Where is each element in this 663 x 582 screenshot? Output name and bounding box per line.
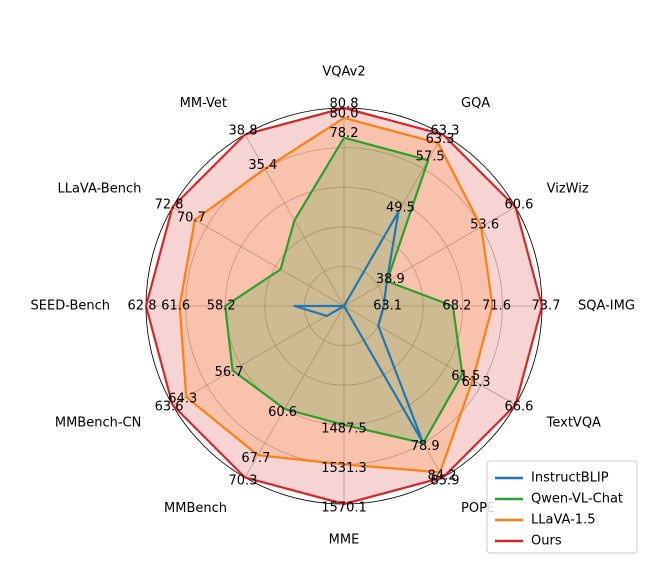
axis-label-llava-bench: LLaVA-Bench — [57, 182, 141, 197]
value-label-llava-1-5-llava-bench: 70.7 — [177, 210, 206, 225]
axis-label-mmbench: MMBench — [164, 501, 227, 516]
value-label-qwen-vl-chat-mmbench-cn: 56.7 — [215, 365, 244, 380]
value-label-ours-gqa: 63.3 — [431, 124, 460, 139]
value-label-ours-llava-bench: 72.8 — [155, 198, 184, 213]
value-label-qwen-vl-chat-vqav2: 78.2 — [330, 126, 359, 141]
value-label-llava-1-5-seed-bench: 61.6 — [161, 299, 190, 314]
value-label-ours-mme: 1570.1 — [321, 501, 367, 516]
legend-label-qwen-vl-chat: Qwen-VL-Chat — [531, 492, 623, 507]
value-label-ours-mmbench-cn: 63.6 — [155, 400, 184, 415]
value-label-instructblip-sqa-img: 63.1 — [373, 299, 402, 314]
legend-box — [486, 460, 638, 554]
value-label-instructblip-pope: 78.9 — [411, 439, 440, 454]
legend: InstructBLIP Qwen-VL-Chat LLaVA-1.5 Ours — [486, 460, 638, 554]
value-label-instructblip-gqa: 49.5 — [386, 201, 415, 216]
value-label-ours-mm-vet: 38.8 — [229, 124, 258, 139]
axis-label-vizwiz: VizWiz — [547, 182, 589, 197]
value-label-llava-1-5-pope: 84.2 — [428, 468, 457, 483]
value-label-llava-1-5-mme: 1531.3 — [321, 461, 367, 476]
value-label-ours-sqa-img: 73.7 — [532, 299, 561, 314]
legend-label-llava-1-5: LLaVA-1.5 — [531, 513, 596, 528]
spoke-llava-bench — [172, 206, 345, 307]
series-fill-llava-1-5 — [179, 117, 493, 473]
axis-label-mme: MME — [329, 533, 360, 548]
legend-label-instructblip: InstructBLIP — [531, 471, 609, 486]
spoke-textvqa — [343, 305, 516, 406]
value-label-qwen-vl-chat-gqa: 57.5 — [416, 149, 445, 164]
value-label-qwen-vl-chat-vizwiz: 38.9 — [376, 272, 405, 287]
value-label-llava-1-5-mmbench: 67.7 — [241, 451, 270, 466]
spoke-mmbench-cn — [172, 305, 345, 406]
value-label-qwen-vl-chat-mmbench: 60.6 — [268, 405, 297, 420]
value-label-ours-mmbench: 70.3 — [229, 473, 258, 488]
value-label-llava-1-5-mmbench-cn: 64.3 — [168, 392, 197, 407]
value-label-llava-1-5-vizwiz: 53.6 — [470, 217, 499, 232]
value-label-llava-1-5-sqa-img: 71.6 — [482, 299, 511, 314]
value-label-ours-pope: 85.9 — [431, 473, 460, 488]
value-label-ours-vizwiz: 60.6 — [504, 198, 533, 213]
value-label-qwen-vl-chat-mme: 1487.5 — [321, 421, 367, 436]
series-line-ours — [144, 106, 544, 506]
axis-label-vqav2: VQAv2 — [322, 65, 365, 80]
value-label-ours-vqav2: 80.8 — [330, 97, 359, 112]
series-line-qwen-vl-chat — [224, 136, 464, 445]
value-label-qwen-vl-chat-textvqa: 61.5 — [451, 369, 480, 384]
axis-label-sqa-img: SQA-IMG — [578, 299, 635, 314]
value-label-qwen-vl-chat-seed-bench: 58.2 — [207, 299, 236, 314]
value-label-llava-1-5-textvqa: 61.3 — [462, 375, 491, 390]
value-label-qwen-vl-chat-sqa-img: 68.2 — [442, 299, 471, 314]
value-labels: 49.5 63.1 78.9 78.2 57.5 38.9 68.2 61.5 1487.5 60… — [128, 97, 561, 516]
axis-label-mmbench-cn: MMBench-CN — [55, 416, 141, 431]
series-line-llava-1-5 — [178, 116, 494, 474]
axis-label-textvqa: TextVQA — [546, 416, 601, 431]
value-label-llava-1-5-gqa: 63.3 — [426, 132, 455, 147]
series-fill-qwen-vl-chat — [225, 137, 463, 444]
value-label-llava-1-5-mm-vet: 35.4 — [248, 158, 277, 173]
axis-label-gqa: GQA — [461, 96, 490, 111]
value-label-ours-textvqa: 66.6 — [504, 400, 533, 415]
series-lines — [144, 106, 544, 506]
series-line-instructblip — [293, 210, 425, 445]
legend-label-ours: Ours — [531, 534, 562, 549]
value-label-llava-1-5-vqav2: 80.0 — [330, 106, 359, 121]
spoke-mmbench — [244, 305, 345, 478]
axis-label-seed-bench: SEED-Bench — [31, 299, 110, 314]
value-label-ours-seed-bench: 62.8 — [128, 299, 157, 314]
axis-label-mm-vet: MM-Vet — [180, 96, 227, 111]
spoke-vizwiz — [343, 206, 516, 307]
